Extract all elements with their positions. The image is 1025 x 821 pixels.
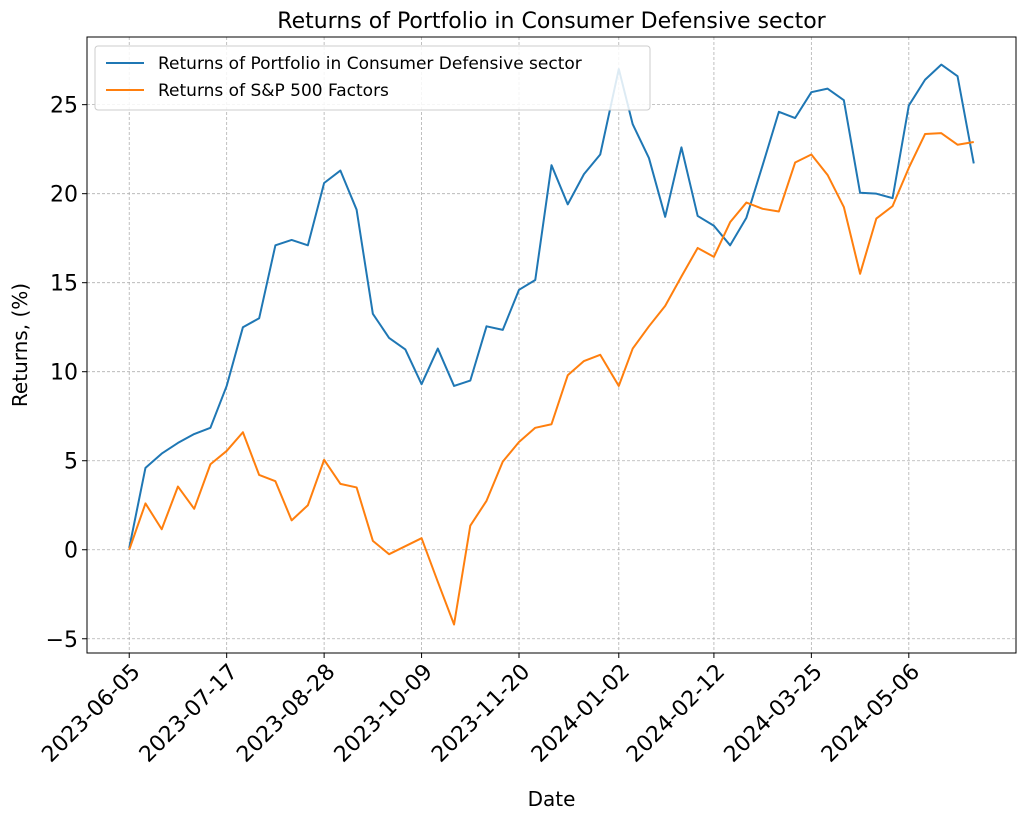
x-tick-label: 2023-06-05 [37, 660, 145, 768]
x-tick-label: 2023-11-20 [427, 660, 535, 768]
y-axis-label: Returns, (%) [8, 283, 32, 407]
x-tick-label: 2023-07-17 [135, 660, 243, 768]
y-tick-label: 25 [50, 94, 78, 119]
legend: Returns of Portfolio in Consumer Defensi… [94, 45, 651, 111]
y-tick-label: 10 [50, 361, 78, 386]
x-tick-label: 2023-10-09 [330, 660, 438, 768]
plot-frame [86, 36, 1017, 654]
axes: −5 0 5 10 15 20 25 2023-06-052023-07-172023-08-… [37, 94, 925, 768]
grid-lines [87, 37, 1016, 653]
y-tick-label: 5 [64, 450, 78, 475]
x-tick-label: 2023-08-28 [232, 660, 340, 768]
x-tick-label: 2024-02-12 [622, 660, 730, 768]
x-axis-label: Date [528, 787, 576, 811]
y-tick-label: −5 [46, 628, 78, 653]
legend-label-portfolio: Returns of Portfolio in Consumer Defensi… [158, 54, 582, 74]
legend-box [94, 45, 651, 111]
chart-title: Returns of Portfolio in Consumer Defensi… [277, 9, 826, 34]
legend-label-sp500: Returns of S&P 500 Factors [158, 81, 389, 101]
series-line-sp500 [128, 132, 974, 626]
x-tick-label: 2024-01-02 [527, 660, 635, 768]
y-tick-label: 15 [50, 272, 78, 297]
series-lines [128, 63, 975, 626]
x-tick-label: 2024-05-06 [817, 660, 925, 768]
y-tick-label: 0 [64, 539, 78, 564]
y-tick-label: 20 [50, 183, 78, 208]
series-line-portfolio [128, 63, 975, 549]
x-tick-label: 2024-03-25 [720, 660, 828, 768]
